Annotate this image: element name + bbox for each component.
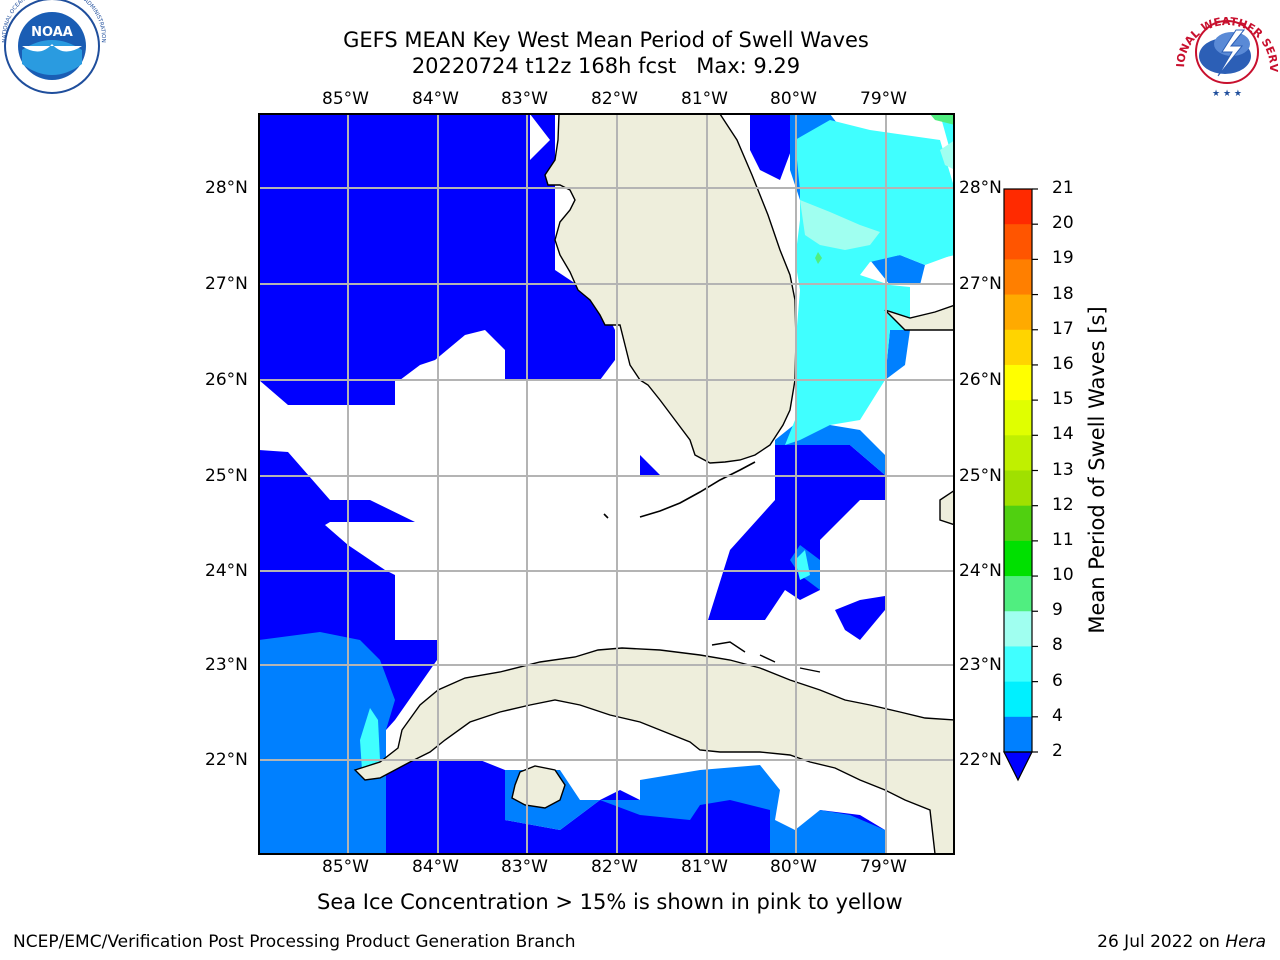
- colorbar-tick-label: 10: [1052, 565, 1074, 586]
- colorbar: [1003, 188, 1038, 782]
- colorbar-swatch: [1004, 435, 1032, 472]
- lon-label-bottom-79w: 79°W: [860, 857, 907, 877]
- andros-land: [939, 489, 954, 526]
- colorbar-swatch: [1004, 400, 1032, 436]
- colorbar-tick-label: 9: [1052, 600, 1063, 621]
- chart-subtitle: 20220724 t12z 168h fcst Max: 9.29: [411, 54, 801, 78]
- colorbar-swatch: [1004, 189, 1032, 225]
- lon-label-top-81w: 81°W: [681, 89, 728, 109]
- lat-label-right-24n: 24°N: [959, 561, 1002, 581]
- map-plot: [259, 114, 954, 854]
- lat-label-left-26n: 26°N: [205, 370, 248, 390]
- colorbar-tick-label: 8: [1052, 635, 1063, 656]
- colorbar-tick-label: 18: [1052, 283, 1074, 304]
- cuba-north-cays: [711, 641, 821, 673]
- lat-label-left-28n: 28°N: [205, 178, 248, 198]
- lat-label-left-23n: 23°N: [205, 655, 248, 675]
- sea-ice-note: Sea Ice Concentration > 15% is shown in …: [317, 890, 903, 914]
- lat-label-left-22n: 22°N: [205, 750, 248, 770]
- florida-keys: [603, 461, 756, 519]
- colorbar-tick-label: 6: [1052, 670, 1063, 691]
- colorbar-swatch: [1004, 611, 1032, 648]
- colorbar-swatch: [1004, 224, 1032, 260]
- footer-branch: NCEP/EMC/Verification Post Processing Pr…: [13, 932, 576, 952]
- colorbar-swatch: [1004, 681, 1032, 718]
- noaa-logo-icon: NOAA NATIONAL OCEANIC AND ATMOSPHERIC AD…: [2, 0, 106, 94]
- lat-label-left-27n: 27°N: [205, 274, 248, 294]
- footer-date-text: 26 Jul 2022 on: [1097, 932, 1226, 952]
- cuba-land: [353, 647, 954, 854]
- chart-title: GEFS MEAN Key West Mean Period of Swell …: [343, 28, 869, 52]
- colorbar-tick-label: 16: [1052, 353, 1074, 374]
- lat-label-left-25n: 25°N: [205, 466, 248, 486]
- lon-label-top-82w: 82°W: [591, 89, 638, 109]
- lat-label-left-24n: 24°N: [205, 561, 248, 581]
- colorbar-tick-label: 19: [1052, 248, 1074, 269]
- colorbar-tick-label: 15: [1052, 389, 1074, 410]
- colorbar-ticks: [1032, 188, 1038, 753]
- lon-label-top-79w: 79°W: [860, 89, 907, 109]
- colorbar-swatch: [1004, 716, 1032, 753]
- lon-label-bottom-82w: 82°W: [591, 857, 638, 877]
- footer-date: 26 Jul 2022 on Hera: [1097, 932, 1266, 952]
- lon-label-bottom-84w: 84°W: [412, 857, 459, 877]
- noaa-logo-text: NOAA: [31, 25, 73, 40]
- colorbar-swatch: [1004, 505, 1032, 542]
- footer-host: Hera: [1225, 932, 1266, 952]
- lon-label-bottom-85w: 85°W: [322, 857, 369, 877]
- colorbar-extend-arrow: [1003, 751, 1033, 782]
- lon-label-top-85w: 85°W: [322, 89, 369, 109]
- lon-label-bottom-80w: 80°W: [770, 857, 817, 877]
- colorbar-swatches: [1004, 189, 1032, 753]
- colorbar-tick-label: 17: [1052, 318, 1074, 339]
- lat-label-right-26n: 26°N: [959, 370, 1002, 390]
- lat-label-right-27n: 27°N: [959, 274, 1002, 294]
- colorbar-tick-label: 14: [1052, 424, 1074, 445]
- colorbar-tick-label: 20: [1052, 213, 1074, 234]
- colorbar-title: Mean Period of Swell Waves [s]: [1085, 306, 1109, 634]
- colorbar-swatch: [1004, 646, 1032, 683]
- svg-text:★ ★ ★: ★ ★ ★: [1212, 89, 1242, 99]
- colorbar-swatch: [1004, 540, 1032, 577]
- lat-label-right-23n: 23°N: [959, 655, 1002, 675]
- colorbar-swatch: [1004, 576, 1032, 612]
- map-frame: [258, 113, 955, 855]
- colorbar-swatch: [1004, 294, 1032, 331]
- colorbar-swatch: [1004, 364, 1032, 401]
- lon-label-top-80w: 80°W: [770, 89, 817, 109]
- bahamas-land: [884, 304, 954, 331]
- lon-label-bottom-83w: 83°W: [501, 857, 548, 877]
- lon-label-top-83w: 83°W: [501, 89, 548, 109]
- colorbar-tick-label: 21: [1052, 178, 1074, 198]
- colorbar-tick-label: 12: [1052, 494, 1074, 515]
- colorbar-tick-label: 4: [1052, 705, 1063, 726]
- swell-period-6-8-region: [360, 114, 954, 780]
- colorbar-tick-label: 2: [1052, 741, 1063, 761]
- swell-period-9-10-region: [815, 114, 954, 264]
- lon-label-bottom-81w: 81°W: [681, 857, 728, 877]
- lat-label-right-28n: 28°N: [959, 178, 1002, 198]
- isla-de-la-juventud: [511, 765, 566, 809]
- lat-label-right-22n: 22°N: [959, 750, 1002, 770]
- swell-period-8-9-region: [800, 140, 954, 250]
- colorbar-swatch: [1004, 259, 1032, 296]
- colorbar-tick-label: 11: [1052, 529, 1074, 550]
- lat-label-right-25n: 25°N: [959, 466, 1002, 486]
- lon-label-top-84w: 84°W: [412, 89, 459, 109]
- colorbar-swatch: [1004, 470, 1032, 507]
- colorbar-tick-label: 13: [1052, 459, 1074, 480]
- map-gridlines: [259, 114, 954, 854]
- colorbar-swatch: [1004, 329, 1032, 366]
